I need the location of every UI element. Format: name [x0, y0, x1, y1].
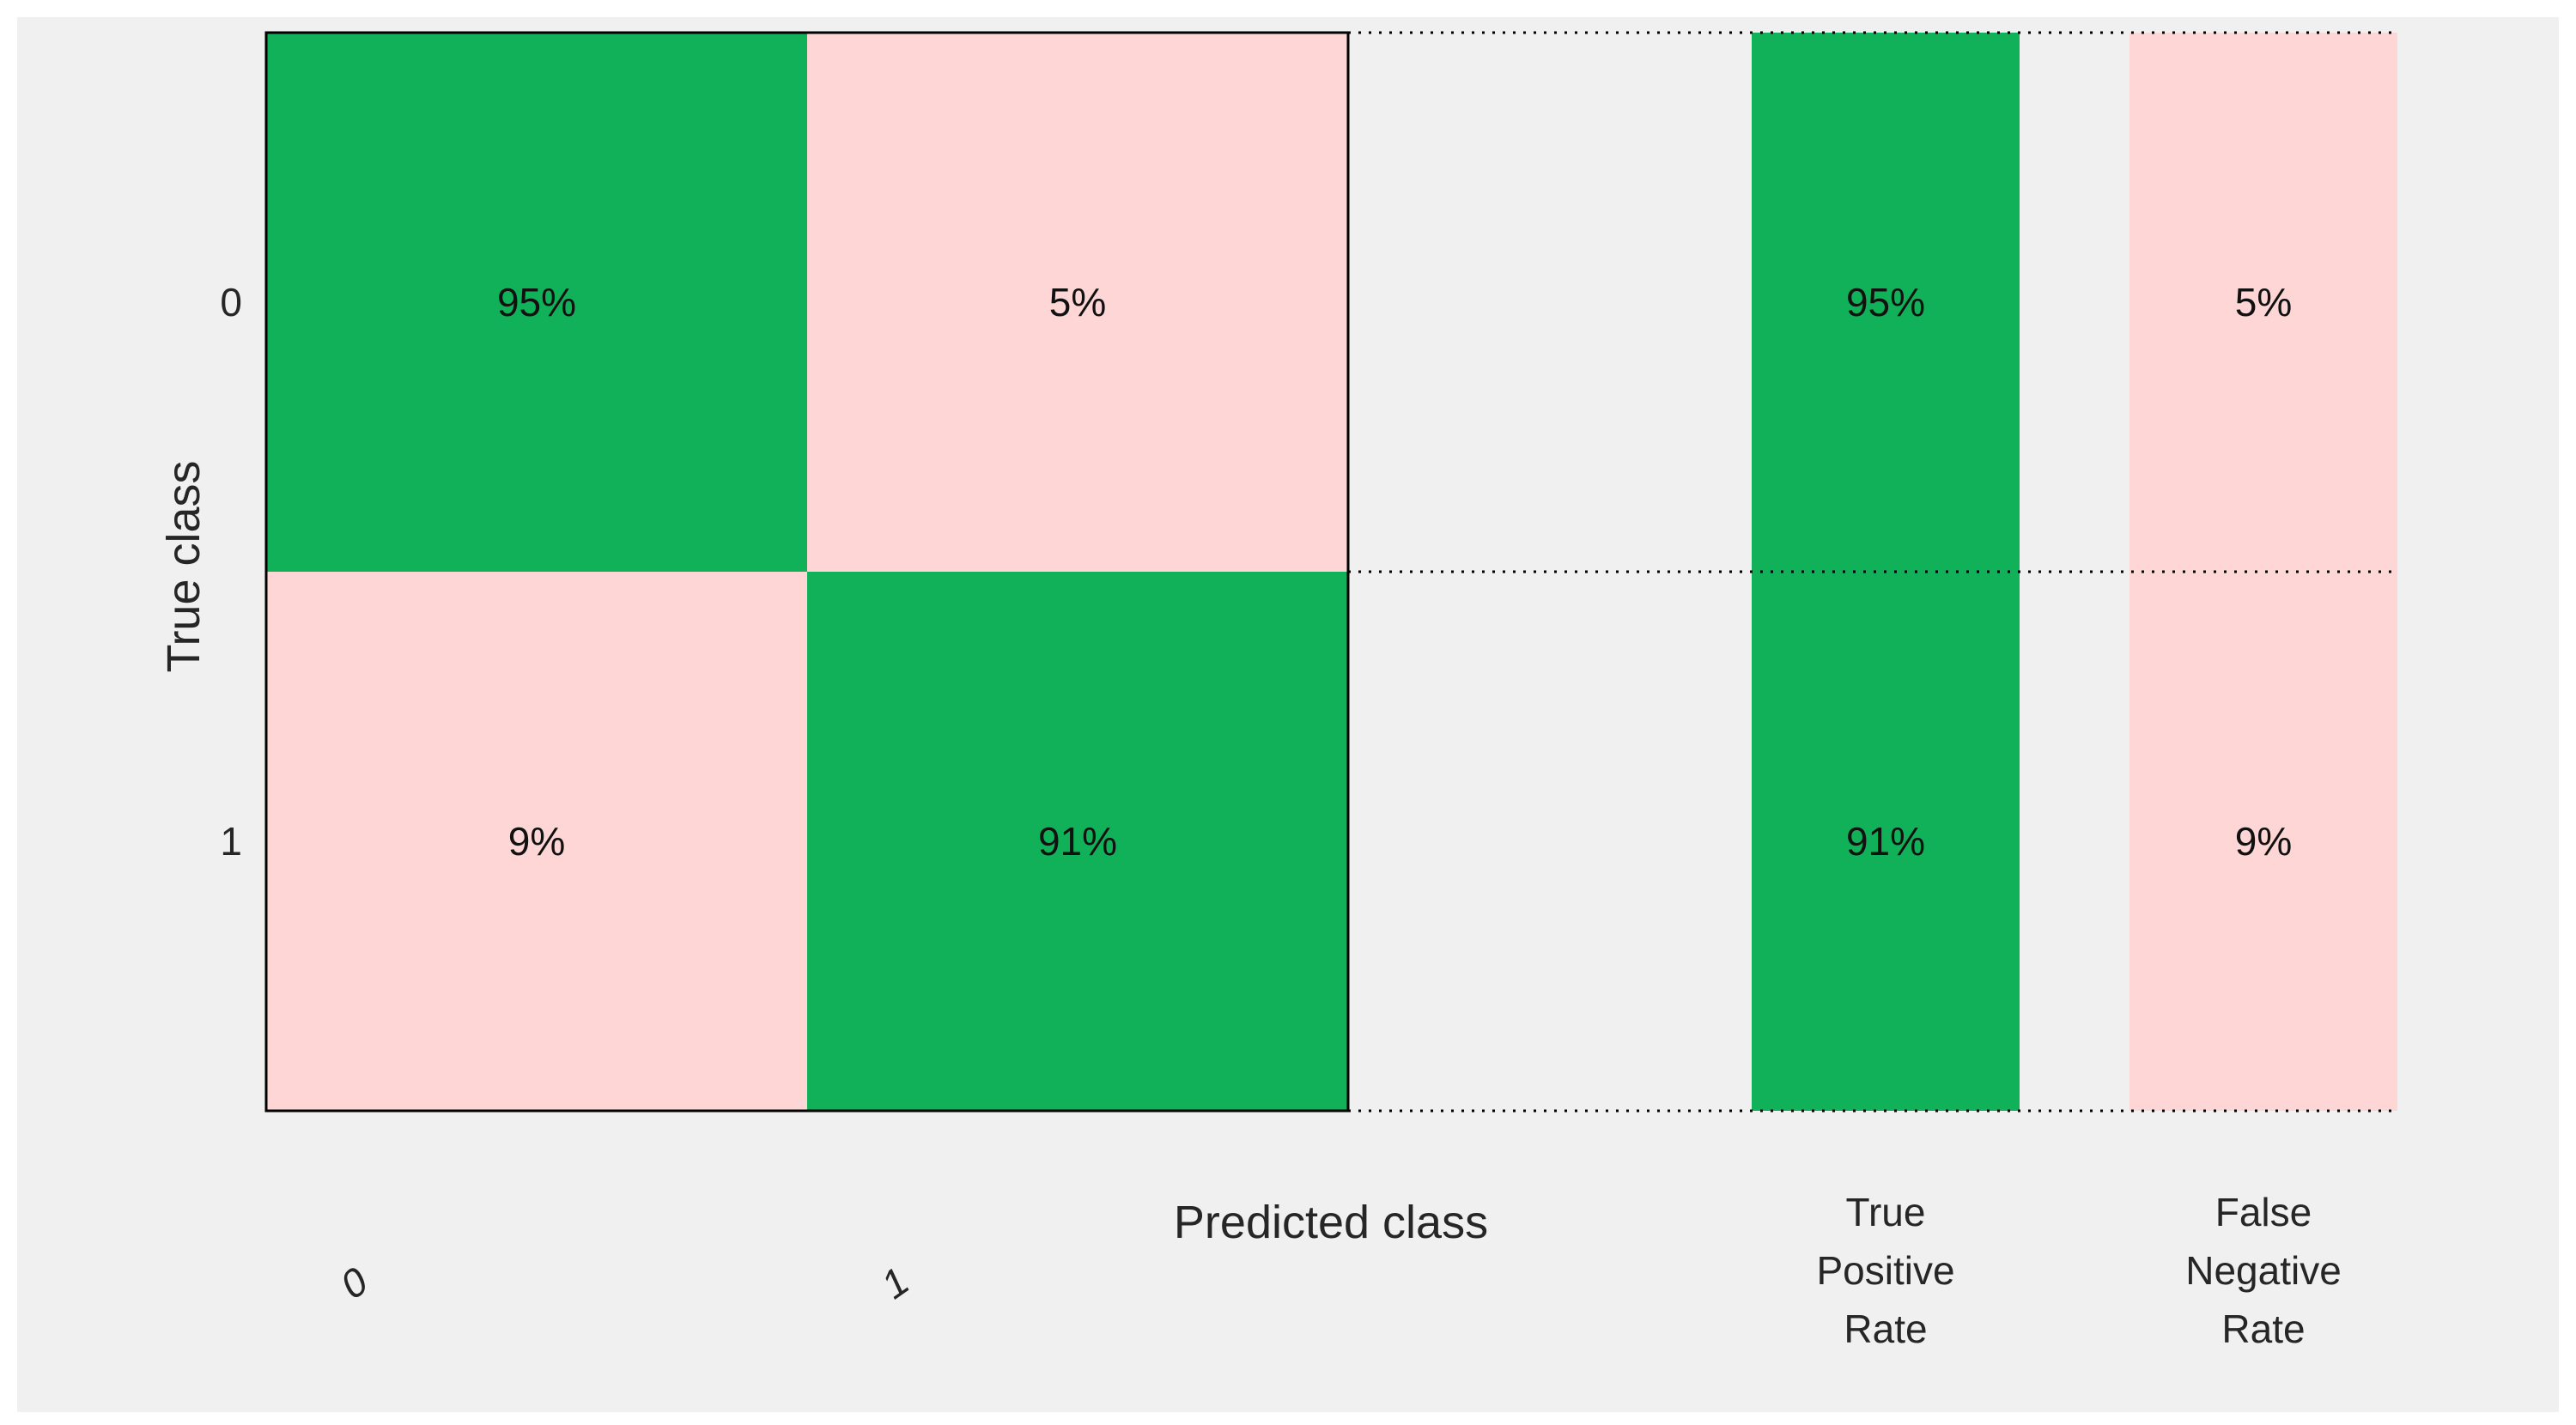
cell-value-label: 9% — [508, 819, 565, 864]
confusion-chart: 95% 5% 9% 91% 95% 91% 5% 9% 0 1 0 1 Predicted clas… — [158, 31, 2397, 1351]
summary-column-label: Positive — [1816, 1248, 1954, 1293]
matrix-cell — [807, 33, 1348, 572]
matrix-cell — [266, 33, 807, 572]
summary-column-label: Rate — [2221, 1307, 2305, 1351]
summary-column-labels: True Positive Rate False Negative Rate — [1816, 1190, 2341, 1351]
summary-cell — [1752, 33, 2020, 572]
matrix-cell — [266, 572, 807, 1111]
cell-value-label: 95% — [497, 280, 576, 324]
summary-value-label: 91% — [1846, 819, 1925, 864]
summary-cell — [2129, 33, 2397, 572]
matrix-cell — [807, 572, 1348, 1111]
cell-value-label: 5% — [1049, 280, 1106, 324]
summary-column-label: True — [1846, 1190, 1926, 1234]
cell-value-label: 91% — [1038, 819, 1117, 864]
summary-columns — [1752, 33, 2397, 1111]
summary-column-label: Rate — [1844, 1307, 1927, 1351]
confusion-chart-figure: 95% 5% 9% 91% 95% 91% 5% 9% 0 1 0 1 Predicted clas… — [17, 17, 2559, 1412]
matrix-cells — [264, 31, 1350, 1113]
summary-cell — [2129, 572, 2397, 1111]
y-tick-label: 0 — [220, 280, 242, 324]
summary-column-label: Negative — [2185, 1248, 2342, 1293]
summary-value-label: 95% — [1846, 280, 1925, 324]
y-axis-label: True class — [158, 460, 210, 672]
x-tick-label: 0 — [336, 1256, 373, 1309]
x-axis-label: Predicted class — [1174, 1197, 1488, 1248]
summary-cell — [1752, 572, 2020, 1111]
y-tick-label: 1 — [220, 819, 242, 864]
cell-labels: 95% 5% 9% 91% 95% 91% 5% 9% — [497, 280, 2292, 864]
summary-value-label: 9% — [2235, 819, 2292, 864]
summary-value-label: 5% — [2235, 280, 2292, 324]
summary-column-label: False — [2215, 1190, 2312, 1234]
x-tick-label: 1 — [877, 1256, 914, 1309]
